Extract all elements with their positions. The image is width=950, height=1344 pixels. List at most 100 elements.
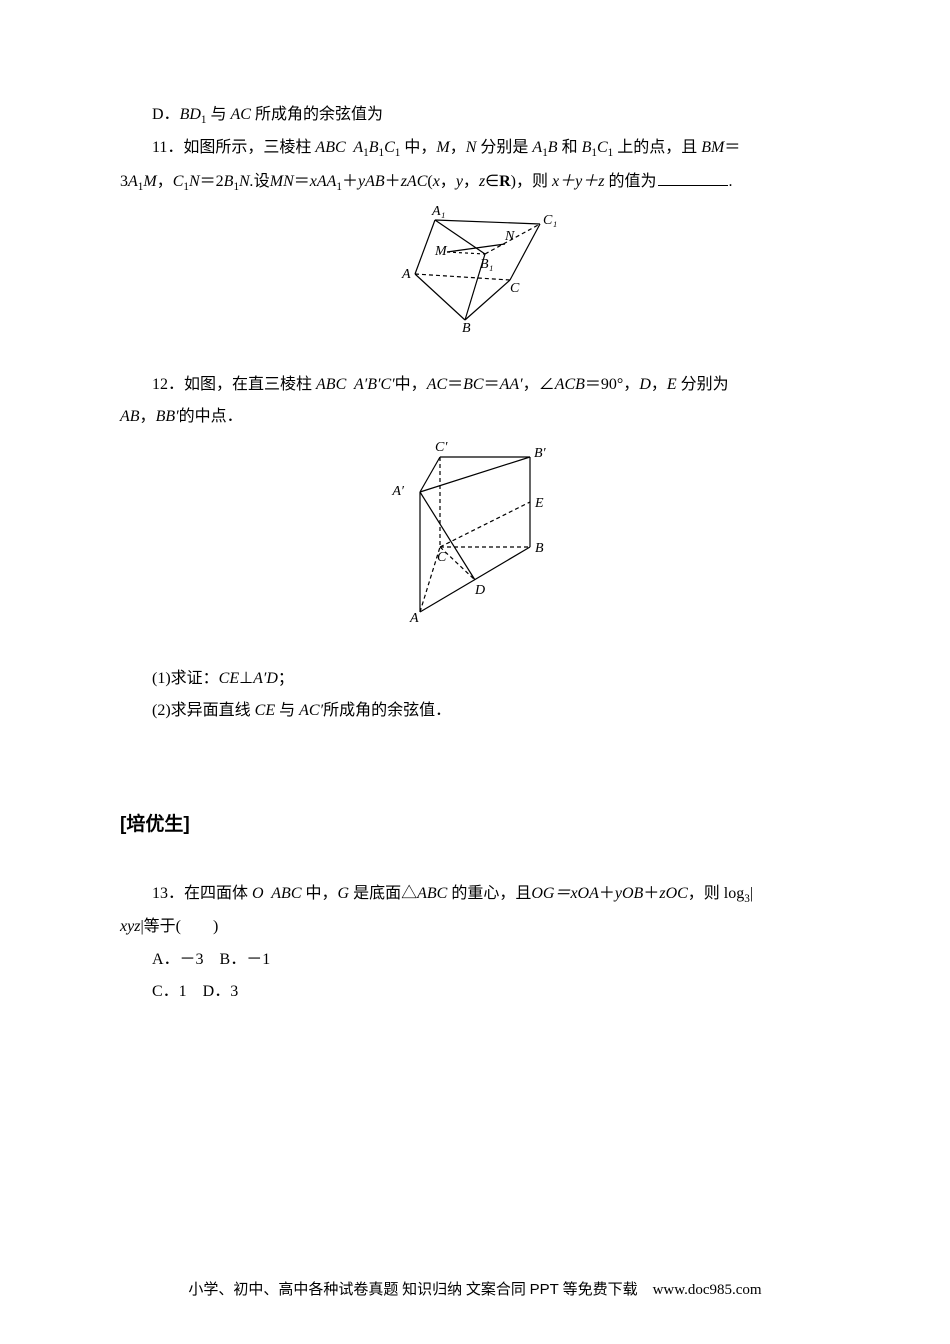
q11-l2d: C — [173, 173, 184, 190]
q11-l2in: ∈ — [485, 173, 499, 190]
q12-m3: ＝90°， — [585, 376, 639, 393]
q11-i1: ABC ­ A — [315, 139, 363, 156]
q11-l2eq2: ＝ — [294, 173, 310, 190]
q12-line2: AB，BB′的中点． — [120, 402, 830, 432]
q12s1-d: A′D — [253, 670, 278, 687]
q12-eq2: ＝ — [484, 376, 500, 393]
q12-sub2: (2)求异面直线 CE 与 AC′所成角的余弦值． — [120, 696, 830, 726]
q12s2-b: CE — [255, 702, 275, 719]
q11-period: . — [728, 173, 732, 190]
q11-l2p1: ＋ — [342, 173, 358, 190]
q11-i9: C — [597, 139, 608, 156]
q11-i2: B — [369, 139, 379, 156]
q13-line1: 13．在四面体 O ­ ABC 中，G 是底面△ABC 的重心，且OG＝xOA＋… — [120, 879, 830, 910]
q12s2-a: (2)求异面直线 — [152, 702, 255, 719]
fig11-A: A — [401, 267, 411, 282]
fig11-B1: B₁ — [480, 257, 493, 272]
fig12-B: B — [535, 541, 544, 556]
q12s1-c: ⊥ — [239, 670, 253, 687]
q11-m1: 中， — [400, 139, 436, 156]
q11-l2y: yAB — [358, 173, 385, 190]
q12-line1: 12．如图，在直三棱柱 ABC ­ A′B′C′中，AC＝BC＝AA′，∠ACB… — [120, 370, 830, 400]
q13-m3: 的重心，且 — [447, 885, 531, 902]
q13-l2b: |等于( ) — [140, 918, 218, 935]
q11-l2g: N. — [239, 173, 254, 190]
fig12-D: D — [474, 583, 485, 598]
fig12-E: E — [534, 496, 544, 511]
q13-pl: ＋ — [599, 885, 615, 902]
q12-sub1: (1)求证：CE⊥A′D； — [120, 664, 830, 694]
fig11-A1: A₁ — [431, 204, 445, 219]
q12-i7: E — [667, 376, 677, 393]
q12s2-d: AC′ — [299, 702, 323, 719]
q11-i5: N — [466, 139, 477, 156]
figure-12-svg: C′ B′ A′ E B C D A — [380, 437, 570, 627]
q11-l2f: B — [224, 173, 234, 190]
q11-eq: ＝ — [724, 139, 740, 156]
q13-l2a: xyz — [120, 918, 140, 935]
q13-m1: 中， — [302, 885, 338, 902]
q13-i4: OG＝xOA — [531, 885, 599, 902]
q11-l2xyz: x — [433, 173, 440, 190]
q11-l2e: N — [189, 173, 200, 190]
q11-i10: BM — [701, 139, 724, 156]
q13-i2: G — [338, 885, 350, 902]
q11-l2a: 3 — [120, 173, 128, 190]
q12-m4: ， — [651, 376, 667, 393]
q13-i1: O ­ ABC — [252, 885, 301, 902]
footer-ppt: PPT — [530, 1281, 559, 1298]
q11-l2p2: ＋ — [385, 173, 401, 190]
q12-eq: ＝ — [447, 376, 463, 393]
q11-l2z: zAC — [401, 173, 428, 190]
q12-i4: AA′ — [500, 376, 523, 393]
option-d-text: D．BD1 与 AC 所成角的余弦值为 — [152, 106, 383, 123]
q12s1-a: (1)求证： — [152, 670, 219, 687]
q13-pipe: | — [750, 885, 753, 902]
q11-i6: A — [532, 139, 542, 156]
q13-i6: zOC — [659, 885, 687, 902]
q13-optC: C．1 D．3 — [120, 977, 830, 1007]
q11-l2c2: ， — [440, 173, 456, 190]
q13-line2: xyz|等于( ) — [120, 912, 830, 942]
q11-m5: 上的点，且 — [613, 139, 701, 156]
fig11-C: C — [510, 281, 520, 296]
q12-i2: AC — [427, 376, 447, 393]
q12-i6: D — [639, 376, 651, 393]
fig12-A: A — [409, 611, 419, 626]
q11-l2comma: ， — [157, 173, 173, 190]
q12-m5: 分别为 — [677, 376, 729, 393]
q12-p: 12．如图，在直三棱柱 — [152, 376, 316, 393]
q12s1-e: ； — [278, 670, 294, 687]
q11-m4: 和 — [558, 139, 582, 156]
q13-pl2: ＋ — [643, 885, 659, 902]
fig12-C: C — [437, 550, 447, 565]
fig11-C1: C₁ — [543, 213, 557, 228]
q12-l2b: ， — [140, 408, 156, 425]
q11-l2c: M — [143, 173, 156, 190]
q12-l2a: AB — [120, 408, 140, 425]
q13-i5: yOB — [615, 885, 643, 902]
q11-l2sum: x＋y＋z — [552, 173, 604, 190]
q11-text-1: 11．如图所示，三棱柱 — [152, 139, 315, 156]
q11-l2x: xAA — [310, 173, 337, 190]
footer-b: 等免费下载 www.doc985.com — [559, 1282, 762, 1298]
q12-i3: BC — [463, 376, 483, 393]
q11-blank — [658, 185, 728, 186]
fig11-B: B — [462, 321, 471, 332]
q11-line2: 3A1M，C1N＝2B1N.设MN＝xAA1＋yAB＋zAC(x，y，z∈R)，… — [120, 167, 830, 198]
q11-i7: B — [548, 139, 558, 156]
section-title: [培优生] — [120, 807, 830, 843]
figure-11-svg: A₁ C₁ B₁ A B C M N — [380, 202, 570, 332]
q13-m4: ，则 log — [688, 885, 744, 902]
q11-l2b: A — [128, 173, 138, 190]
q-option-d: D．BD1 与 AC 所成角的余弦值为 — [120, 100, 830, 131]
q12-m2: ，∠ — [523, 376, 555, 393]
q11-l2c3: ， — [463, 173, 479, 190]
q13-i3: ABC — [417, 885, 447, 902]
page: D．BD1 与 AC 所成角的余弦值为 11．如图所示，三棱柱 ABC ­ A1… — [0, 0, 950, 1344]
q11-i8: B — [582, 139, 592, 156]
q12s2-c: 与 — [275, 702, 299, 719]
q11-line1: 11．如图所示，三棱柱 ABC ­ A1B1C1 中，M，N 分别是 A1B 和… — [120, 133, 830, 164]
q12-i5: ACB — [555, 376, 585, 393]
q12-m1: 中， — [395, 376, 427, 393]
